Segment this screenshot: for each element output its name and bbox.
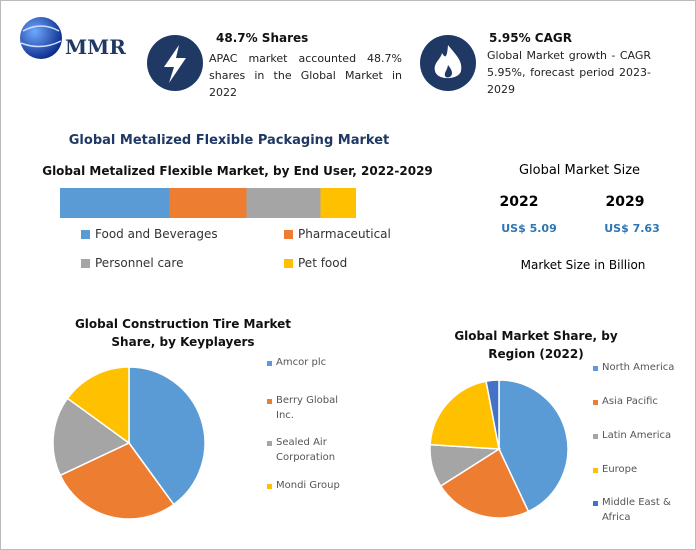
legend-swatch [593,434,598,439]
pie-slice [52,397,131,477]
legend-swatch [593,400,598,405]
pie-slice [429,380,500,450]
bar-segment [60,188,170,218]
main-title: Global Metalized Flexible Packaging Mark… [68,133,390,148]
legend-label: Berry Global Inc. [276,395,339,421]
bar-segment [246,188,321,218]
legend-swatch [267,484,272,489]
legend-label: Middle East & Africa [602,497,671,523]
legend-label: Europe [602,464,638,475]
legend-label: Mondi Group [276,480,340,491]
legend-swatch [593,366,598,371]
legend-swatch [593,501,598,506]
legend-swatch [267,441,272,446]
legend-swatch [267,399,272,404]
legend-label: North America [602,362,675,373]
pie-slice [59,442,175,520]
card-title: 5.95% CAGR [489,31,572,45]
pie-slice [439,447,530,519]
chart-title: Global Construction Tire Market Share, b… [74,317,292,349]
legend-label: Asia Pacific [602,396,658,407]
pie-slice [498,379,569,513]
bar-segment [320,188,356,218]
legend-swatch [81,230,90,239]
legend-swatch [81,259,90,268]
legend-swatch [284,230,293,239]
legend-label: Pet food [298,256,348,270]
card-title: 48.7% Shares [216,31,309,45]
card-text: Global Market growth - CAGR 5.95%, forec… [487,49,651,96]
legend-swatch [267,361,272,366]
pie-slice [66,366,130,445]
legend-swatch [284,259,293,268]
pie-slice [128,366,206,506]
pie-slice [485,379,500,450]
logo-globe [20,17,62,59]
logo-text: MMR [65,35,126,59]
legend-label: Amcor plc [276,357,327,368]
lightning-icon [164,45,186,83]
size-value: US$ 7.63 [589,215,675,243]
size-title: Global Market Size [518,163,641,178]
chart-title: Global Market Share, by Region (2022) [454,329,618,361]
flame-icon [434,45,462,79]
size-note: Market Size in Billion [500,252,666,278]
legend-label: Sealed Air Corporation [276,437,336,463]
year: 2022 [499,194,539,210]
legend-swatch [593,468,598,473]
year: 2029 [605,194,645,210]
legend-label: Personnel care [95,256,184,270]
chart-title: Global Metalized Flexible Market, by End… [42,164,433,178]
legend-label: Latin America [602,430,672,441]
legend-label: Food and Beverages [95,227,218,241]
size-value: US$ 5.09 [482,215,576,243]
legend-label: Pharmaceutical [298,227,391,241]
bar-segment [169,188,247,218]
card-text: APAC market accounted 48.7% shares in th… [209,52,402,99]
logo-swoosh [20,25,62,48]
